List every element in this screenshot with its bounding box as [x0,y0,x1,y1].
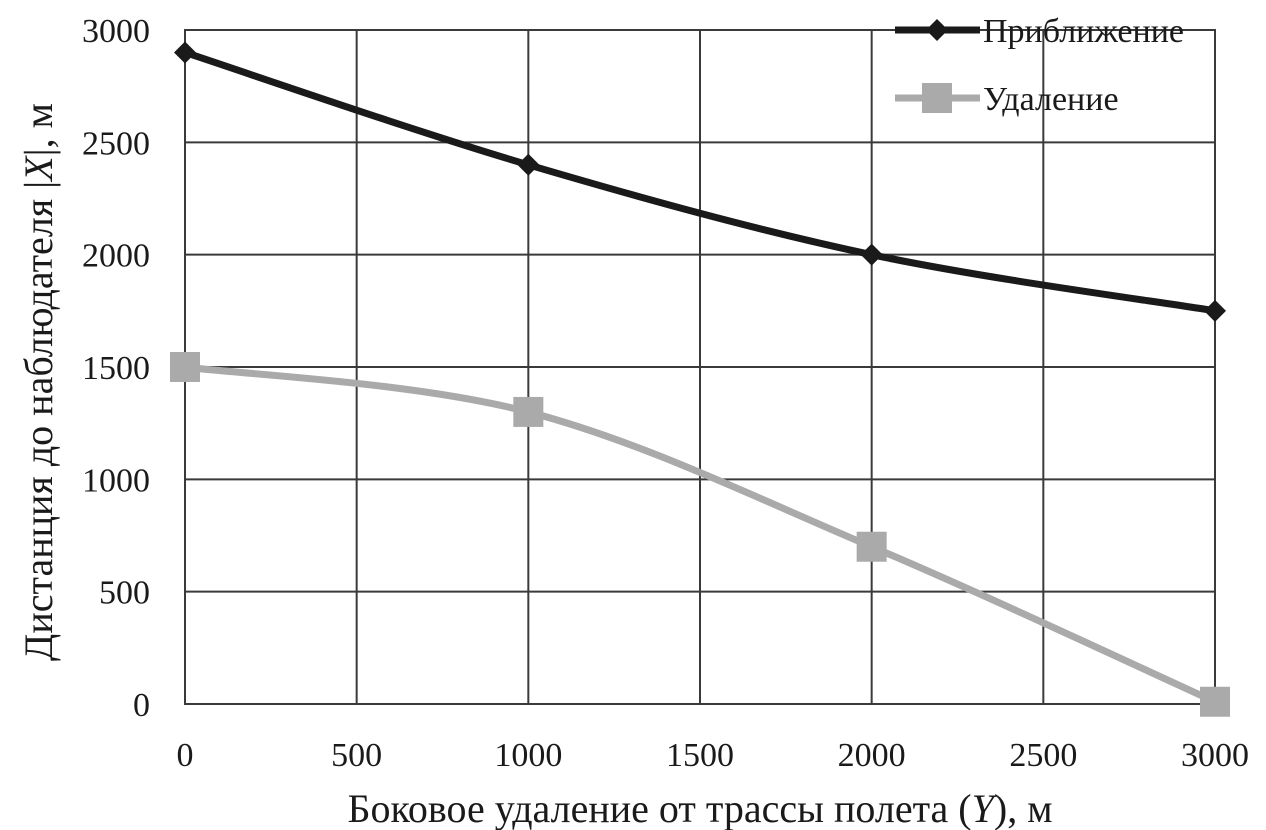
legend-label: Удаление [983,81,1119,118]
y-tick-label: 3000 [82,13,150,50]
square-marker [1200,686,1230,717]
y-tick-label: 2000 [82,238,150,275]
square-marker [170,352,200,382]
legend-item: Удаление [895,81,1119,118]
y-tick-labels: 0 500 1000 1500 2000 2500 3000 [82,13,150,724]
x-axis-label: Боковое удаление от трассы полета (Y), м [347,786,1052,830]
x-tick-label: 3000 [1181,737,1249,774]
square-marker [513,396,544,427]
legend: Приближение Удаление [895,13,1184,118]
legend-diamond-marker [926,19,948,41]
grid [184,29,1216,705]
legend-square-marker [922,83,952,113]
x-tick-label: 500 [331,737,382,774]
series-line [181,363,1219,706]
y-tick-label: 1000 [82,462,150,499]
diamond-marker [860,243,883,266]
x-tick-label: 1000 [494,737,562,774]
x-tick-label: 2500 [1009,737,1077,774]
series-departure [170,352,1230,717]
y-tick-label: 0 [133,687,150,724]
series-group [170,41,1230,717]
x-tick-labels: 0 500 1000 1500 2000 2500 3000 [177,737,1250,774]
y-tick-label: 2500 [82,125,150,162]
legend-item: Приближение [895,13,1184,50]
y-tick-label: 500 [99,575,150,612]
diamond-marker [174,41,196,64]
legend-label: Приближение [983,13,1184,50]
series-line [181,48,1219,315]
x-tick-label: 1500 [666,737,734,774]
series-approach [174,41,1226,322]
diamond-marker [517,153,540,176]
square-marker [856,531,887,562]
y-axis-label: Дистанция до наблюдателя |X|, м [16,103,61,661]
y-tick-label: 1500 [82,350,150,387]
x-tick-label: 0 [177,737,194,774]
diamond-marker [1204,299,1226,322]
x-tick-label: 2000 [838,737,906,774]
